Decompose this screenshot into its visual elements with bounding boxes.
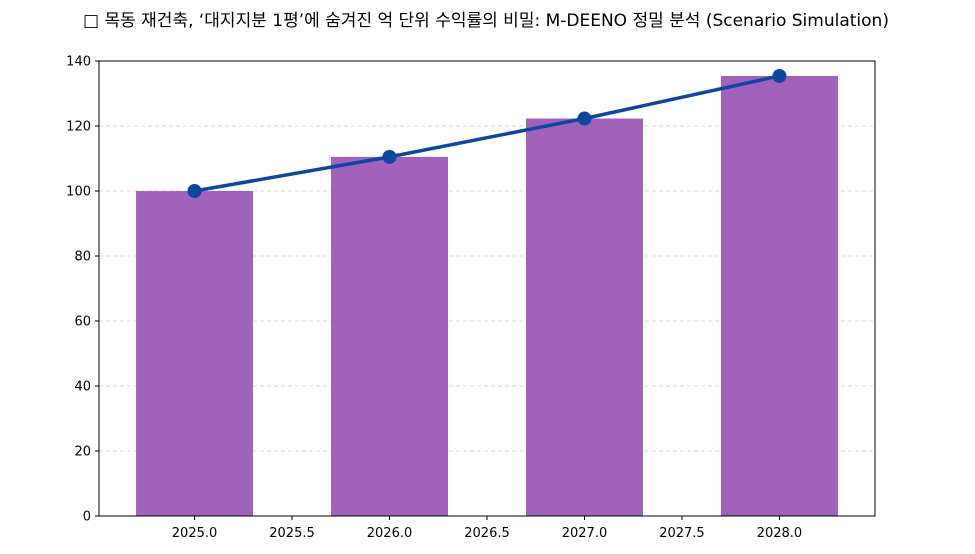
x-tick-label: 2026.0 — [367, 526, 413, 541]
y-tick-label: 40 — [74, 380, 91, 395]
line-series — [187, 68, 787, 198]
y-axis: 0 20 40 60 80 100 120 140 — [66, 55, 99, 525]
y-tick-label: 100 — [66, 185, 91, 200]
x-tick-label: 2028.0 — [757, 526, 803, 541]
y-tick-label: 80 — [74, 250, 91, 265]
x-tick-label: 2026.5 — [464, 526, 510, 541]
x-axis: 2025.0 2025.5 2026.0 2026.5 2027.0 2027.5 2028… — [172, 516, 802, 541]
line-path — [194, 74, 780, 193]
bars — [136, 75, 838, 517]
y-tick-label: 140 — [66, 55, 91, 70]
x-tick-label: 2027.0 — [562, 526, 608, 541]
bar — [720, 75, 838, 516]
bar — [525, 118, 643, 517]
line-point — [187, 184, 202, 198]
y-tick-label: 120 — [66, 120, 91, 135]
line-point — [772, 68, 787, 83]
y-tick-label: 60 — [74, 315, 91, 330]
line-point — [577, 111, 592, 126]
x-tick-label: 2025.0 — [172, 526, 218, 541]
x-tick-label: 2027.5 — [659, 526, 705, 541]
bar — [136, 191, 254, 516]
chart-title: □ 목동 재건축, ‘대지지분 1평’에 숨겨진 억 단위 수익률의 비밀: M… — [83, 11, 889, 31]
y-tick-label: 20 — [74, 445, 91, 460]
bar — [331, 156, 449, 516]
line-point — [382, 149, 397, 164]
x-tick-label: 2025.5 — [269, 526, 315, 541]
y-tick-label: 0 — [83, 510, 91, 525]
